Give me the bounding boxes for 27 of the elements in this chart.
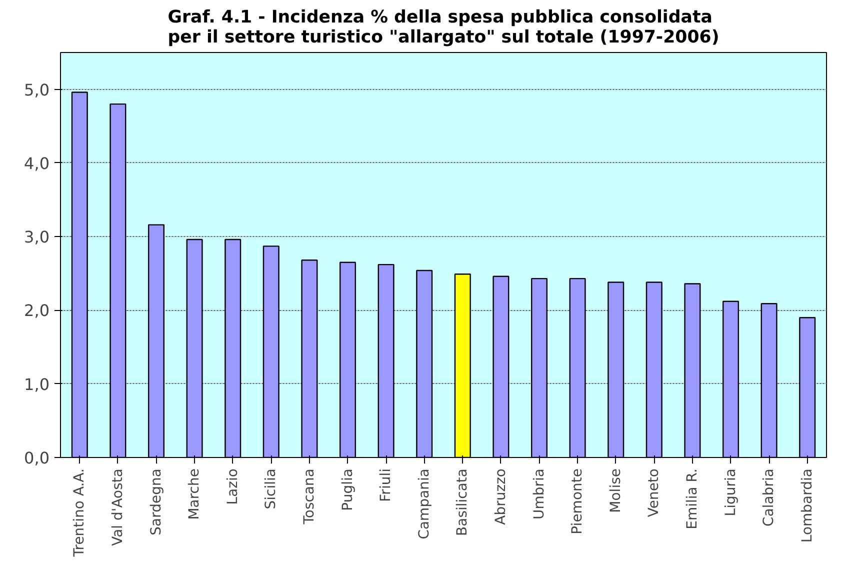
x-tick-label: Calabria: [761, 468, 778, 526]
x-tick-label: Lombardia: [799, 468, 816, 543]
x-tick-label: Trentino A.A.: [72, 468, 88, 558]
x-tick-label: Umbria: [531, 468, 548, 520]
y-tick-label: 3,0: [24, 228, 50, 247]
x-tick-label: Campania: [416, 468, 432, 540]
x-tick-label: Val d'Aosta: [110, 468, 126, 546]
y-tick-label: 5,0: [24, 80, 50, 100]
x-tick-label: Sardegna: [148, 468, 164, 536]
x-tick-label: Marche: [186, 468, 203, 520]
x-tick-label: Basilicata: [454, 468, 471, 536]
x-tick-label: Sicilia: [263, 468, 280, 510]
x-tick-label: Molise: [608, 468, 624, 513]
x-tick-label: Toscana: [301, 468, 318, 526]
chart-title: Graf. 4.1 - Incidenza % della spesa pubblica consolidata per il settore turistico "allargato" sul totale (1997-2006): [168, 8, 720, 48]
x-tick-label: Friuli: [378, 468, 394, 502]
x-tick-label: Piemonte: [570, 468, 586, 534]
y-tick-label: 4,0: [24, 154, 50, 173]
x-tick-label: Lazio: [224, 468, 241, 505]
y-tick-label: 1,0: [24, 374, 50, 394]
x-tick-label: Puglia: [340, 468, 356, 511]
x-tick-label: Veneto: [646, 468, 662, 518]
x-tick-label: Abruzzo: [492, 468, 509, 525]
x-tick-label: Emilia R.: [684, 468, 700, 530]
y-tick-label: 2,0: [24, 301, 50, 320]
y-tick-label: 0,0: [24, 448, 50, 468]
x-tick-label: Liguria: [722, 468, 739, 516]
